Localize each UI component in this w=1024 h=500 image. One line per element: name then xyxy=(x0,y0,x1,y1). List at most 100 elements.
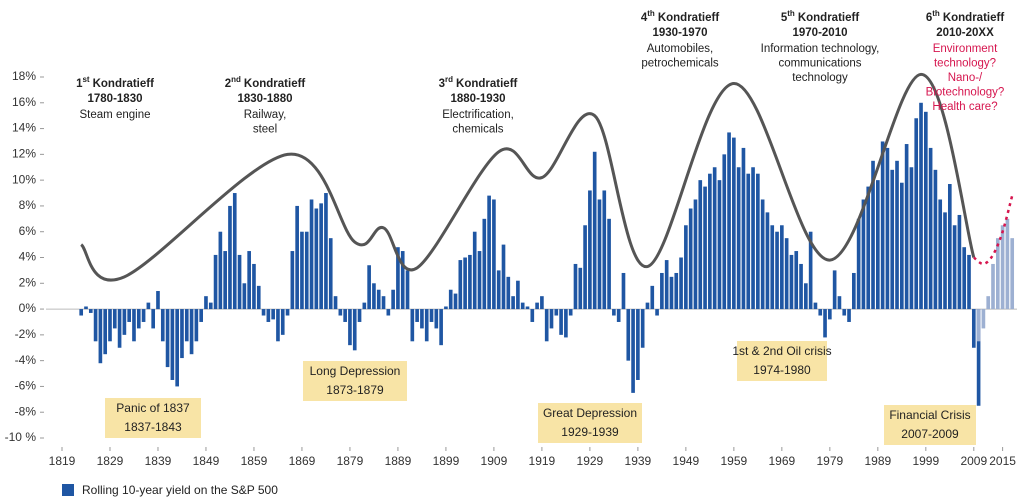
x-tick-label: 1859 xyxy=(241,454,268,468)
bar xyxy=(472,231,477,310)
bar xyxy=(276,309,280,342)
bar xyxy=(156,291,160,310)
bar xyxy=(511,296,515,310)
bar xyxy=(367,265,371,310)
bar xyxy=(583,225,587,310)
bar xyxy=(885,147,890,310)
bar xyxy=(991,263,995,310)
bar xyxy=(242,283,247,310)
x-tick-label: 1889 xyxy=(385,454,412,468)
y-tick-label: -4% xyxy=(15,353,37,367)
bar xyxy=(175,309,179,387)
bar xyxy=(194,309,199,342)
bar xyxy=(127,309,132,322)
bar xyxy=(899,182,904,310)
wave-tech: Information technology, xyxy=(761,43,880,55)
bar xyxy=(573,263,578,310)
crisis-box xyxy=(303,361,407,401)
bar xyxy=(218,231,223,310)
bar xyxy=(496,270,501,310)
y-tick-label: 4% xyxy=(19,250,37,264)
bar xyxy=(415,309,419,322)
bar xyxy=(760,199,765,310)
wave-ordinal: 5 xyxy=(781,12,788,24)
bar xyxy=(923,111,928,310)
x-tick-label: 1899 xyxy=(433,454,460,468)
bar xyxy=(434,309,439,329)
bar xyxy=(396,247,400,310)
wave-name: Kondratieff xyxy=(658,12,720,24)
bar xyxy=(837,296,842,310)
bar xyxy=(660,272,664,310)
bar xyxy=(266,309,271,322)
crisis-box xyxy=(737,341,827,381)
bar xyxy=(895,160,899,310)
bar xyxy=(352,309,357,351)
y-tick-label: 18% xyxy=(12,69,36,83)
bar xyxy=(386,309,391,316)
bar xyxy=(626,309,631,361)
bar xyxy=(794,251,799,310)
bar xyxy=(549,309,554,329)
crisis-years: 1974-1980 xyxy=(753,363,811,377)
bar xyxy=(727,132,731,310)
bar xyxy=(770,225,775,310)
bar xyxy=(448,289,453,310)
bar xyxy=(362,302,367,310)
bar xyxy=(947,184,952,310)
crisis-box xyxy=(884,405,976,445)
bar xyxy=(684,225,688,310)
kondratieff-curve xyxy=(80,72,976,282)
wave-title: 5th Kondratieff xyxy=(781,9,859,24)
bar xyxy=(813,302,818,310)
bar xyxy=(540,296,544,310)
bar xyxy=(376,289,381,310)
wave-ordinal: 6 xyxy=(926,12,932,24)
bar xyxy=(688,208,693,310)
bar xyxy=(554,309,559,316)
wave-title: 4th Kondratieff xyxy=(641,9,719,24)
bar xyxy=(856,218,861,310)
bar xyxy=(789,254,794,310)
bar xyxy=(804,283,808,310)
bar xyxy=(756,173,760,310)
wave-tech: chemicals xyxy=(452,124,503,136)
bar xyxy=(708,173,712,310)
crisis-name: Great Depression xyxy=(543,406,637,420)
wave-tech: steel xyxy=(253,124,277,136)
bar xyxy=(962,247,967,310)
bar xyxy=(645,302,650,310)
bar xyxy=(295,205,299,310)
bar xyxy=(818,309,823,316)
bar xyxy=(823,309,827,338)
bar xyxy=(597,199,602,310)
bar xyxy=(213,254,218,310)
bar xyxy=(664,260,669,310)
bar xyxy=(228,205,232,310)
wave-tech: technology xyxy=(792,72,848,84)
x-tick-label: 1819 xyxy=(49,454,76,468)
bar xyxy=(976,309,981,342)
bar xyxy=(880,141,885,310)
bar xyxy=(775,231,779,310)
bar xyxy=(458,260,463,310)
bar xyxy=(160,309,165,342)
bar xyxy=(530,309,535,322)
bar xyxy=(122,309,127,335)
bar xyxy=(640,309,645,348)
bar xyxy=(304,231,309,310)
bar xyxy=(424,309,429,342)
crisis-years: 2007-2009 xyxy=(901,427,959,441)
bar xyxy=(784,238,789,310)
x-tick-label: 1919 xyxy=(529,454,556,468)
bar xyxy=(400,251,405,310)
bar xyxy=(928,147,933,310)
bar xyxy=(981,309,986,329)
bar xyxy=(184,309,189,342)
bar xyxy=(808,231,813,310)
wave-ordinal: 4 xyxy=(641,12,648,24)
y-tick-label: 8% xyxy=(19,198,37,212)
bar xyxy=(328,238,333,310)
x-tick-label: 1989 xyxy=(864,454,891,468)
